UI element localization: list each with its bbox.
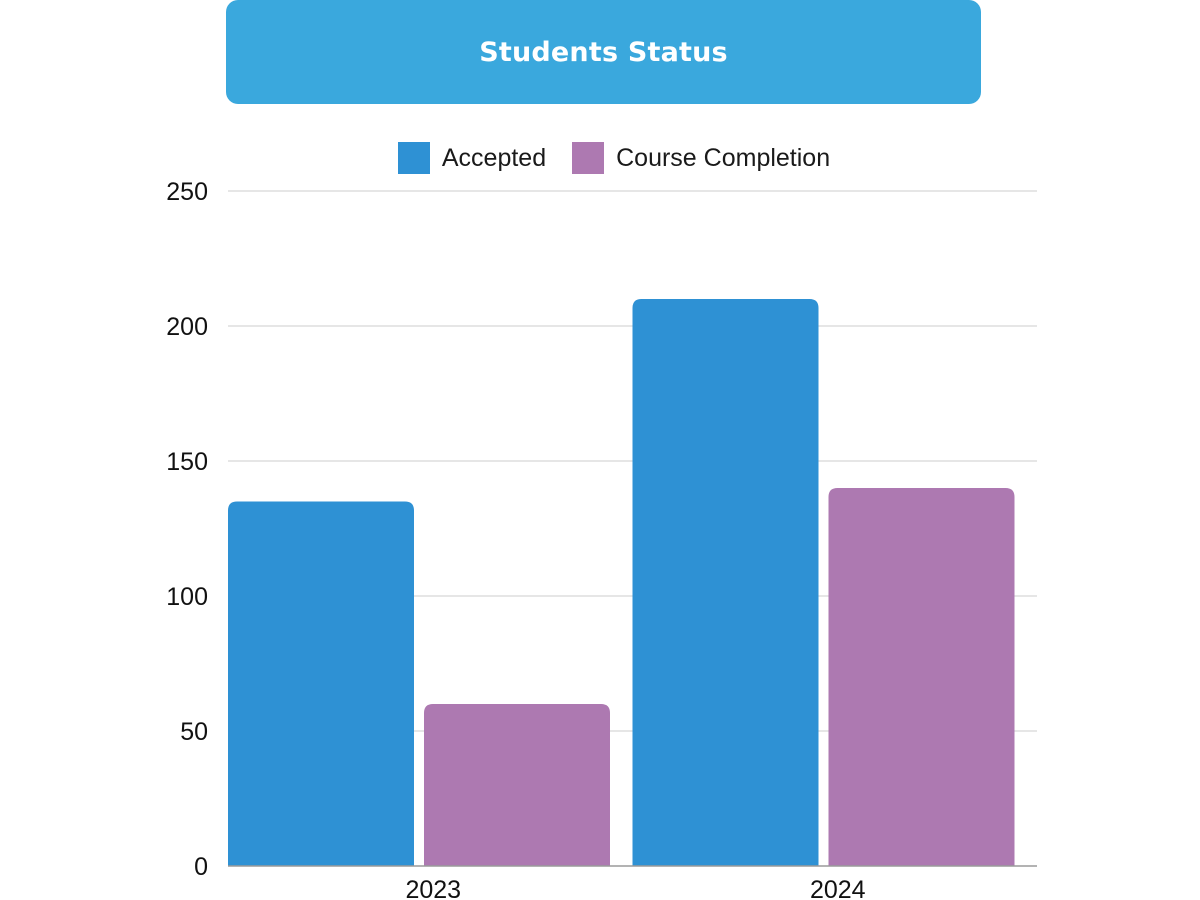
bar-course-completion-2024 [828, 488, 1015, 866]
y-tick-label-250: 250 [166, 178, 208, 206]
legend-swatch-accepted [397, 142, 430, 174]
y-tick-label-150: 150 [166, 448, 208, 476]
legend-item-course-completion: Course Completion [572, 142, 830, 174]
legend-item-accepted: Accepted [397, 142, 547, 174]
bar-accepted-2023 [228, 501, 414, 866]
y-tick-label-50: 50 [180, 718, 208, 746]
legend-label-course-completion: Course Completion [616, 143, 831, 172]
y-tick-label-0: 0 [194, 853, 208, 881]
legend-swatch-course-completion [572, 142, 605, 174]
legend-label-accepted: Accepted [441, 143, 547, 172]
chart-legend: Accepted Course Completion [0, 138, 1200, 178]
x-tick-label-2023: 2023 [405, 876, 461, 900]
bar-accepted-2024 [632, 299, 819, 866]
x-tick-label-2024: 2024 [810, 876, 866, 900]
bar-course-completion-2023 [424, 704, 610, 866]
y-tick-label-200: 200 [166, 313, 208, 341]
chart-title-banner: Students Status [226, 0, 981, 104]
chart-title: Students Status [479, 36, 728, 68]
y-tick-label-100: 100 [166, 583, 208, 611]
